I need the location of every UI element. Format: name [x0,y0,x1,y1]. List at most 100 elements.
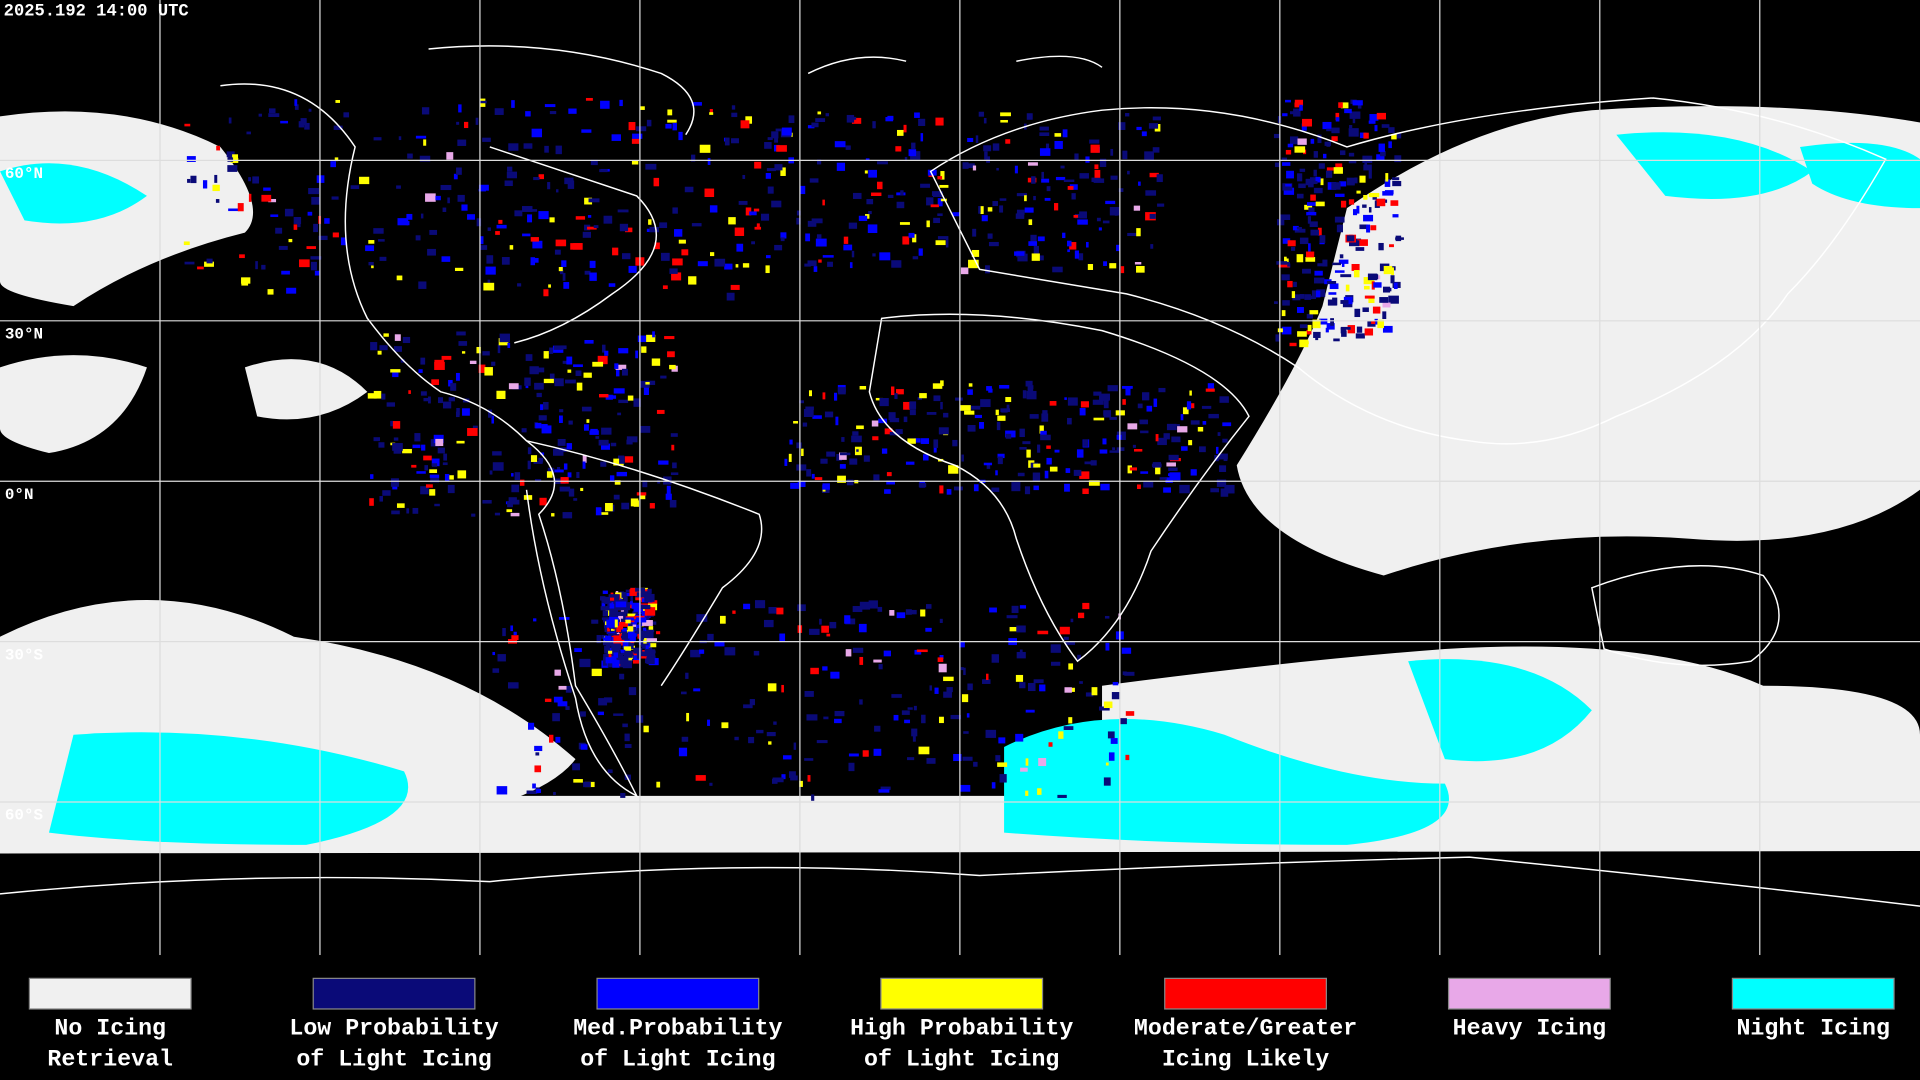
icing-speck [1090,460,1097,466]
icing-speck [1394,155,1402,163]
icing-speck [434,503,440,507]
icing-speck [511,635,519,641]
icing-speck [1116,244,1121,252]
icing-speck [781,684,784,693]
icing-speck [1331,127,1340,134]
icing-speck [1153,398,1158,407]
icing-speck [628,122,636,131]
icing-speck [968,383,973,387]
icing-speck [987,207,993,212]
icing-speck [893,714,899,721]
icing-speck [602,344,606,353]
icing-speck [1156,174,1163,183]
icing-speck [527,214,533,223]
icing-speck [859,699,863,705]
icing-speck [620,792,626,798]
icing-speck [1389,244,1394,248]
icing-speck [562,512,573,519]
icing-speck [1285,149,1292,155]
icing-speck [456,167,462,175]
icing-speck [999,384,1010,389]
icing-speck [1122,385,1133,389]
icing-speck [643,725,649,733]
icing-speck [456,407,460,416]
icing-speck [526,790,538,795]
icing-speck [1301,123,1307,131]
icing-speck [420,213,424,219]
icing-speck [492,451,502,456]
icing-speck [1341,261,1345,267]
icing-speck [202,180,208,189]
icing-speck [454,267,464,271]
icing-speck [943,412,949,418]
icing-speck [1080,401,1089,408]
icing-speck [184,123,191,127]
icing-speck [812,415,822,419]
icing-speck [1064,397,1067,400]
icing-speck [721,722,729,729]
icing-speck [330,161,337,168]
icing-speck [1299,324,1308,329]
icing-speck [894,393,898,400]
icing-speck [982,679,991,684]
icing-speck [456,331,466,336]
icing-speck [834,710,845,717]
icing-speck [1014,251,1025,256]
icing-speck [935,240,946,246]
icing-speck [790,775,798,781]
icing-speck [1368,207,1372,213]
icing-speck [937,657,944,662]
icing-speck [664,336,675,340]
icing-speck [450,383,457,391]
icing-speck [979,422,985,429]
icing-speck [753,650,760,656]
icing-speck [1125,113,1130,117]
icing-speck [849,458,858,465]
icing-speck [843,244,853,251]
icing-speck [1112,447,1116,451]
icing-speck [1292,225,1299,231]
icing-speck [1042,410,1048,416]
icing-speck [1179,484,1190,494]
icing-speck [659,222,668,229]
icing-speck [1140,430,1149,434]
icing-speck [371,265,374,269]
icing-speck [593,225,599,229]
icing-speck [1285,183,1292,187]
icing-speck [709,109,713,114]
icing-speck [549,347,554,354]
icing-speck [814,477,823,481]
icing-speck [1309,177,1318,184]
icing-speck [667,109,673,116]
legend-swatch [1164,977,1327,1010]
icing-speck [905,609,912,615]
icing-speck [1318,163,1325,169]
icing-speck [839,464,846,469]
icing-speck [587,226,597,230]
icing-speck [866,199,874,205]
icing-speck [918,482,927,488]
icing-speck [423,455,432,461]
icing-speck [1033,485,1039,491]
icing-speck [622,641,629,649]
icing-speck [989,607,997,613]
icing-speck [402,448,412,454]
icing-speck [851,117,862,124]
icing-speck [1040,430,1047,437]
icing-speck [1320,178,1324,186]
icing-speck [560,345,567,350]
icing-speck [1332,262,1341,266]
icing-speck [886,472,892,477]
icing-speck [286,287,297,294]
icing-speck [851,435,862,443]
icing-speck [1102,438,1107,445]
icing-speck [991,654,999,663]
icing-speck [986,156,990,163]
icing-speck [1090,144,1100,153]
icing-speck [775,128,783,132]
icing-speck [415,235,421,241]
icing-speck [776,607,784,615]
icing-speck [546,471,553,478]
icing-speck [666,485,671,495]
icing-speck [1308,207,1315,214]
